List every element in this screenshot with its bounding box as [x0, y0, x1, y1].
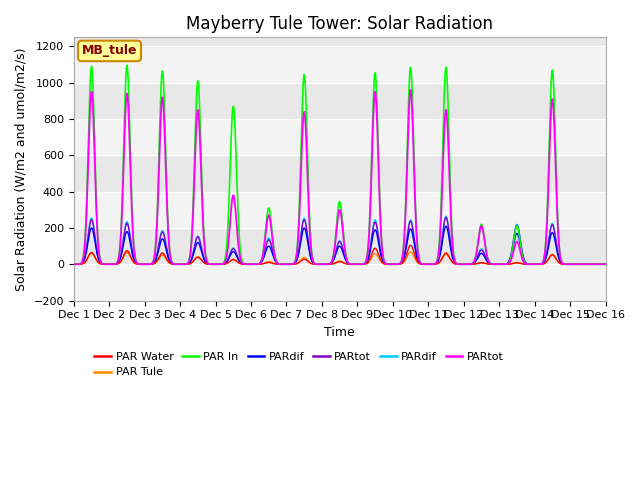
- Title: Mayberry Tule Tower: Solar Radiation: Mayberry Tule Tower: Solar Radiation: [186, 15, 493, 33]
- Text: MB_tule: MB_tule: [82, 45, 137, 58]
- Legend: PAR Water, PAR Tule, PAR In, PARdif, PARtot, PARdif, PARtot: PAR Water, PAR Tule, PAR In, PARdif, PAR…: [90, 348, 508, 382]
- Bar: [74, 47, 605, 83]
- Bar: [74, 264, 605, 300]
- Bar: [74, 119, 605, 156]
- Bar: [74, 192, 605, 228]
- Y-axis label: Solar Radiation (W/m2 and umol/m2/s): Solar Radiation (W/m2 and umol/m2/s): [15, 47, 28, 291]
- X-axis label: Time: Time: [324, 326, 355, 339]
